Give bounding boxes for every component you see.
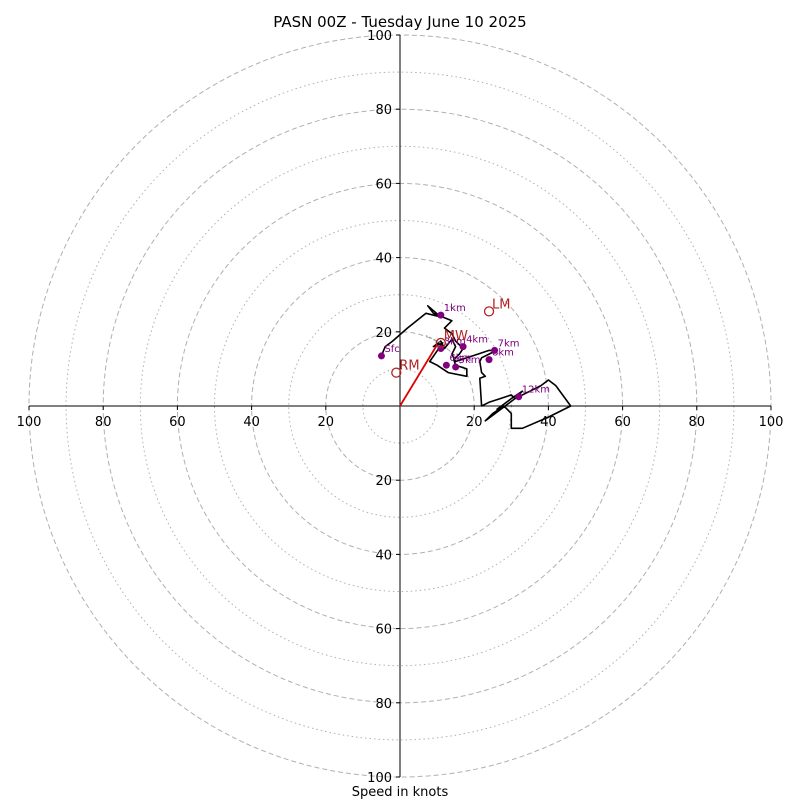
height-marker-label: 1km xyxy=(444,303,466,314)
tick-label-right: 20 xyxy=(466,415,483,430)
height-marker-label: 6km xyxy=(449,353,471,364)
x-axis-label: Speed in knots xyxy=(352,785,449,800)
height-marker-dot xyxy=(377,352,385,360)
height-marker-dot xyxy=(515,393,523,401)
storm-motion-label: LM xyxy=(492,297,510,312)
tick-label-bottom: 100 xyxy=(367,771,392,786)
tick-label-left: 40 xyxy=(243,415,260,430)
height-marker-label: 3km xyxy=(444,336,466,347)
storm-motion-marker xyxy=(391,367,402,378)
tick-label-right: 80 xyxy=(689,415,706,430)
tick-label-right: 60 xyxy=(614,415,631,430)
storm-motion-label: MW xyxy=(444,329,468,344)
height-marker-dot xyxy=(442,361,450,369)
wind-trace xyxy=(380,305,572,430)
height-marker-label: Sfc xyxy=(384,344,399,355)
height-marker-label: 7km xyxy=(498,338,520,349)
storm-motion-label: RM xyxy=(399,359,419,374)
height-marker-label: 5km xyxy=(459,355,481,366)
height-marker-dot xyxy=(452,363,460,371)
height-marker-label: 12km xyxy=(522,385,550,396)
tick-label-bottom: 20 xyxy=(375,474,392,489)
height-marker-label: 8km xyxy=(492,348,514,359)
tick-label-bottom: 80 xyxy=(375,697,392,712)
height-marker-dot xyxy=(491,346,499,354)
tick-label-left: 20 xyxy=(318,415,335,430)
tick-label-top: 20 xyxy=(375,326,392,341)
storm-motion-marker xyxy=(435,337,446,349)
tick-label-right: 100 xyxy=(759,415,784,430)
tick-label-bottom: 60 xyxy=(375,623,392,638)
tick-label-top: 60 xyxy=(375,177,392,192)
height-marker-dot xyxy=(485,356,493,364)
chart-title: PASN 00Z - Tuesday June 10 2025 xyxy=(273,13,526,31)
tick-label-top: 40 xyxy=(375,252,392,267)
tick-label-top: 100 xyxy=(367,29,392,44)
mean-wind-dash xyxy=(425,335,442,344)
tick-label-left: 60 xyxy=(169,415,186,430)
wind-trace-layer xyxy=(380,305,572,430)
tick-label-top: 80 xyxy=(375,103,392,118)
storm-motion-marker xyxy=(483,306,495,317)
tick-label-left: 100 xyxy=(17,415,42,430)
height-marker-dot xyxy=(437,311,445,319)
shear-vector xyxy=(399,344,438,407)
height-marker-label: 4km xyxy=(466,335,488,346)
height-marker-dot xyxy=(459,343,467,351)
tick-label-left: 80 xyxy=(95,415,112,430)
tick-label-bottom: 40 xyxy=(375,548,392,563)
